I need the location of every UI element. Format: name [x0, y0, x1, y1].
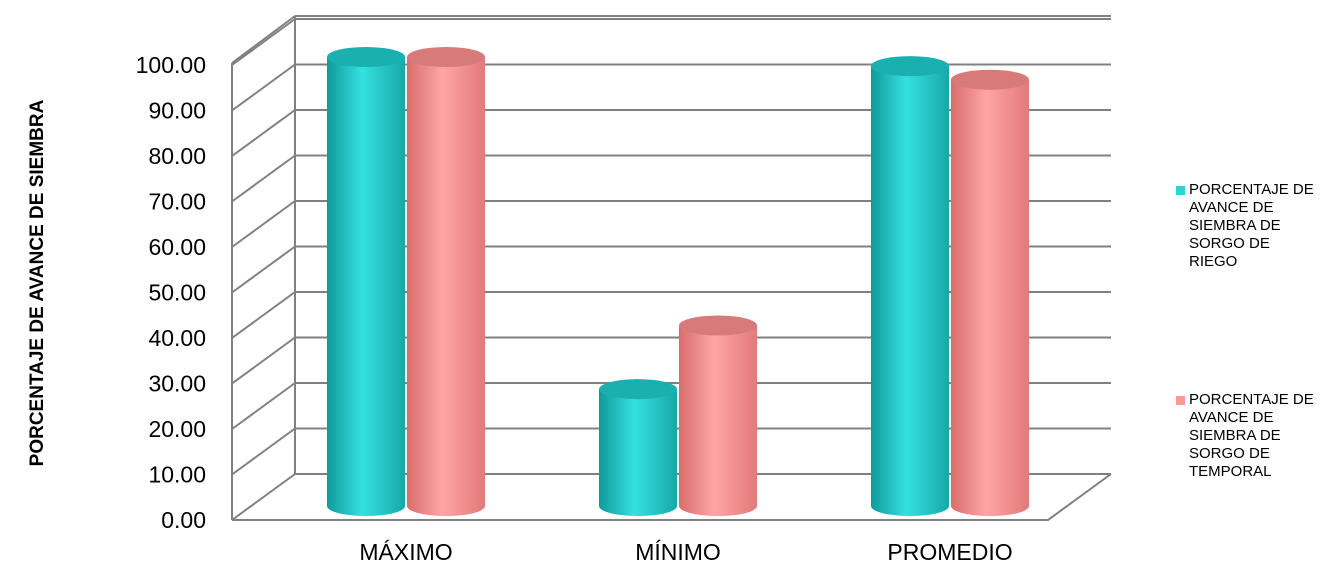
legend-swatch-riego: [1176, 186, 1185, 195]
gridline-side: [231, 63, 296, 112]
bar-riego-body: [871, 66, 949, 516]
legend-label-temporal: PORCENTAJE DE AVANCE DE SIEMBRA DE SORGO…: [1189, 391, 1314, 480]
legend-label-riego: PORCENTAJE DE AVANCE DE SIEMBRA DE SORGO…: [1189, 181, 1314, 270]
bar-riego: [871, 56, 949, 516]
y-axis-label-wrap: PORCENTAJE DE AVANCE DE SIEMBRA: [8, 0, 68, 566]
bar-temporal-top: [407, 47, 485, 67]
bar-temporal-body: [407, 57, 485, 516]
bar-riego-body: [599, 389, 677, 516]
bar-temporal-body: [951, 79, 1029, 516]
bar-temporal-top: [679, 315, 757, 336]
x-category-label: MÍNIMO: [635, 539, 721, 565]
gridline-side-top: [231, 15, 296, 64]
y-tick-label: 40.00: [148, 325, 206, 351]
y-tick-label: 50.00: [148, 280, 206, 306]
bar-riego-top: [871, 56, 949, 77]
floor-edge: [232, 473, 1112, 521]
y-tick-label: 70.00: [148, 189, 206, 215]
y-tick-label: 90.00: [148, 98, 206, 124]
bar-riego: [599, 379, 677, 516]
y-tick-label: 20.00: [148, 416, 206, 442]
y-tick-label: 80.00: [148, 143, 206, 169]
bar-riego: [327, 47, 405, 516]
bar-riego-body: [327, 57, 405, 516]
y-tick-label: 30.00: [148, 371, 206, 397]
gridline-side: [231, 427, 296, 476]
gridline-side: [231, 382, 296, 430]
legend-swatch-temporal: [1176, 396, 1185, 405]
gridline-side: [231, 109, 296, 157]
bar-riego-top: [327, 47, 405, 67]
bar-riego-top: [599, 379, 677, 400]
bar-temporal: [679, 315, 757, 516]
y-tick-label: 10.00: [148, 462, 206, 488]
gridline-side: [231, 200, 296, 248]
gridline-side: [231, 154, 296, 203]
x-category-label: PROMEDIO: [887, 539, 1012, 565]
bar-temporal-top: [951, 69, 1029, 90]
x-category-label: MÁXIMO: [359, 539, 452, 565]
y-axis-label: PORCENTAJE DE AVANCE DE SIEMBRA: [27, 99, 48, 467]
y-tick-label: 60.00: [148, 234, 206, 260]
gridline-side: [231, 291, 296, 339]
bar-temporal: [407, 47, 485, 516]
y-tick-label: 0.00: [161, 507, 206, 533]
bar-temporal-body: [679, 325, 757, 516]
gridline-side: [231, 245, 296, 294]
y-tick-label: 100.00: [136, 52, 206, 78]
gridline-side: [231, 18, 296, 66]
bar-temporal: [951, 69, 1029, 516]
gridline-side: [231, 473, 296, 521]
gridline-side: [231, 336, 296, 385]
